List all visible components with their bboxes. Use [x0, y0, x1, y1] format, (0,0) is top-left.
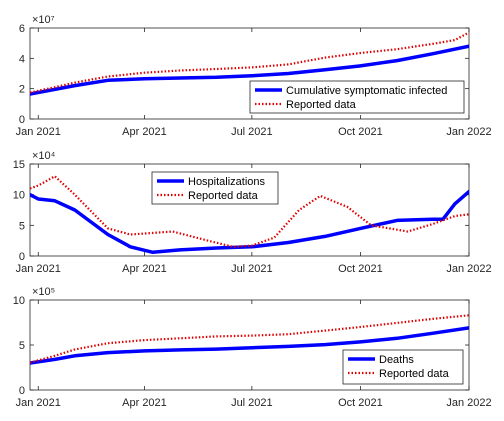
x-tick-label: Jan 2022: [446, 126, 491, 138]
y-tick-label: 0: [19, 385, 25, 397]
chart-panel-3: 0 5 10 Jan 2021 Apr 2021 Jul 2021 Oct 2021 Jan …: [13, 286, 492, 409]
chart-panel-2: 0 5 10 15 Jan 2021 Apr 2021 Jul 2021 Oct 2021 Ja…: [13, 150, 492, 275]
legend: Hospitalizations Reported data: [151, 171, 279, 205]
y-tick-label: 5: [19, 340, 25, 352]
series-line-model: [30, 326, 469, 365]
y-tick-label: 15: [13, 159, 25, 171]
x-tick-label: Jul 2021: [231, 397, 273, 409]
y-tick-label: 10: [13, 295, 25, 307]
x-tick-label: Oct 2021: [338, 397, 383, 409]
legend-entry: Deaths: [379, 354, 414, 366]
x-tick-label: Jan 2021: [16, 126, 61, 138]
chart-panel-1: 0 2 4 6 Jan 2021 Apr 2021 Jul 2021 Oct 2021 Jan …: [16, 14, 492, 138]
y-tick-label: 2: [19, 84, 25, 96]
x-tick-label: Apr 2021: [122, 397, 167, 409]
series-line-reported: [30, 314, 469, 364]
x-tick-label: Jul 2021: [231, 126, 273, 138]
series-line-reported: [30, 31, 469, 94]
x-tick-label: Jan 2022: [446, 263, 491, 275]
x-tick-label: Oct 2021: [338, 126, 383, 138]
legend-entry: Reported data: [188, 190, 259, 202]
y-tick-label: 0: [19, 114, 25, 126]
y-exponent-label: ×10⁵: [32, 286, 55, 298]
x-tick-label: Oct 2021: [338, 263, 383, 275]
y-tick-label: 6: [19, 23, 25, 35]
legend: Cumulative symptomatic infected Reported …: [249, 80, 465, 114]
y-tick-label: 4: [19, 53, 25, 65]
y-tick-label: 0: [19, 251, 25, 263]
series-line-reported: [30, 175, 469, 248]
legend-box: [342, 349, 464, 385]
y-exponent-label: ×10⁴: [32, 150, 56, 162]
series-line-model: [30, 44, 469, 96]
legend-entry: Cumulative symptomatic infected: [286, 85, 447, 97]
legend-box: [151, 171, 279, 205]
legend: Deaths Reported data: [342, 349, 464, 385]
y-tick-label: 5: [19, 220, 25, 232]
x-tick-label: Jan 2022: [446, 397, 491, 409]
y-exponent-label: ×10⁷: [32, 14, 55, 26]
legend-box: [249, 80, 465, 114]
x-tick-label: Apr 2021: [122, 126, 167, 138]
x-tick-label: Jan 2021: [16, 263, 61, 275]
x-tick-label: Apr 2021: [122, 263, 167, 275]
y-tick-label: 10: [13, 190, 25, 202]
legend-entry: Hospitalizations: [188, 176, 266, 188]
x-tick-label: Jan 2021: [16, 397, 61, 409]
x-tick-label: Jul 2021: [231, 263, 273, 275]
legend-entry: Reported data: [379, 368, 450, 380]
legend-entry: Reported data: [286, 99, 357, 111]
